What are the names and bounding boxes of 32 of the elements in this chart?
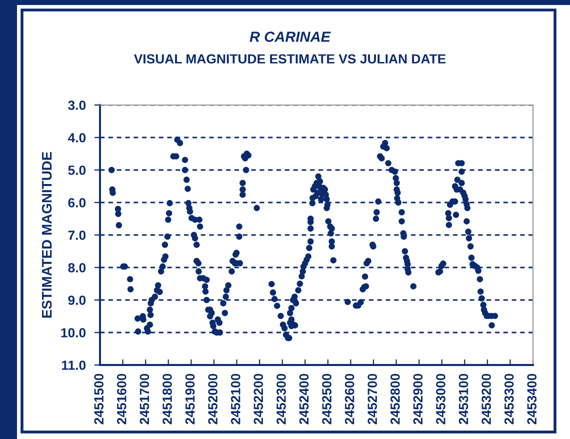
y-tick-label: 6.0 — [68, 198, 86, 208]
chart-title: R CARINAE — [250, 32, 331, 42]
chart-subtitle: VISUAL MAGNITUDE ESTIMATE VS JULIAN DATE — [134, 54, 446, 64]
x-tick-label: 2452700 — [368, 374, 378, 424]
x-tick-label: 2452200 — [254, 374, 264, 424]
x-tick-label: 2453300 — [504, 374, 514, 424]
y-tick-label: 8.0 — [68, 263, 86, 272]
x-tick-label: 2452300 — [276, 374, 286, 424]
x-tick-label: 2453200 — [482, 374, 491, 424]
y-tick-label: 7.0 — [68, 230, 86, 240]
x-tick-label: 2453100 — [458, 374, 468, 424]
y-tick-label: 11.0 — [62, 360, 86, 370]
y-tick-label: 10.0 — [61, 328, 86, 338]
x-tick-label: 2452900 — [413, 374, 423, 424]
x-tick-label: 2451500 — [94, 374, 104, 424]
x-tick-label: 2451600 — [116, 374, 126, 424]
x-tick-label: 2451900 — [185, 374, 195, 424]
x-tick-label: 2451800 — [162, 374, 172, 424]
y-tick-label: 5.0 — [68, 166, 86, 175]
x-tick-label: 2451700 — [140, 374, 150, 424]
y-tick-label: 4.0 — [68, 133, 86, 142]
x-tick-label: 2452000 — [208, 374, 218, 424]
y-tick-label: 3.0 — [68, 100, 86, 110]
x-tick-label: 2453400 — [527, 374, 537, 424]
x-tick-label: 2452800 — [390, 374, 400, 424]
x-tick-label: 2452600 — [344, 374, 354, 424]
x-tick-label: 2452100 — [230, 374, 240, 424]
y-axis-title: ESTIMATED MAGNITUDE — [42, 152, 52, 318]
x-tick-label: 2453000 — [436, 374, 446, 424]
x-tick-label: 2452400 — [299, 374, 309, 424]
y-tick-label: 9.0 — [68, 296, 86, 305]
x-tick-label: 2452500 — [322, 374, 332, 424]
